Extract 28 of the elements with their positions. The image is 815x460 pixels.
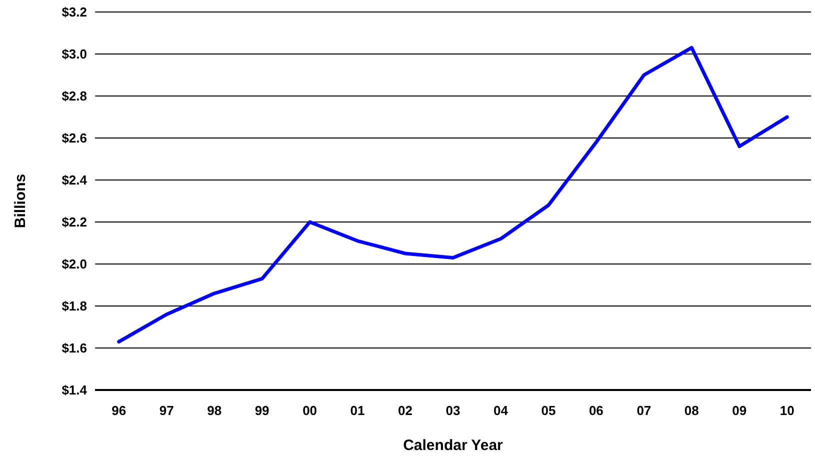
y-tick-label: $2.0 <box>62 256 87 272</box>
y-axis-title: Billions <box>12 174 29 228</box>
x-tick-label: 09 <box>732 403 747 418</box>
x-axis-title: Calendar Year <box>403 437 504 454</box>
x-tick-label: 99 <box>254 403 270 418</box>
x-tick-label: 02 <box>398 403 412 418</box>
y-tick-label: $1.8 <box>62 298 87 314</box>
y-tick-label: $3.2 <box>62 4 87 20</box>
y-tick-label: $2.2 <box>62 214 87 230</box>
y-tick-label: $2.6 <box>62 130 87 146</box>
y-tick-label: $1.6 <box>62 340 87 356</box>
x-tick-label: 08 <box>684 403 699 418</box>
x-tick-label: 05 <box>541 403 556 418</box>
x-tick-label: 07 <box>636 403 652 418</box>
x-tick-label: 06 <box>588 403 604 418</box>
y-tick-label: $2.8 <box>62 88 87 104</box>
x-tick-label: 97 <box>159 403 174 418</box>
x-tick-label: 98 <box>207 403 222 418</box>
y-tick-label: $3.0 <box>62 46 87 62</box>
x-tick-label: 00 <box>302 403 318 418</box>
x-tick-label: 96 <box>112 403 126 418</box>
x-tick-label: 03 <box>446 403 460 418</box>
line-series <box>117 46 789 344</box>
x-tick-label: 10 <box>780 403 794 418</box>
x-tick-label: 01 <box>350 403 365 418</box>
x-tick-label: 04 <box>494 403 509 418</box>
y-tick-label: $1.4 <box>62 382 88 398</box>
y-tick-label: $2.4 <box>62 172 88 188</box>
